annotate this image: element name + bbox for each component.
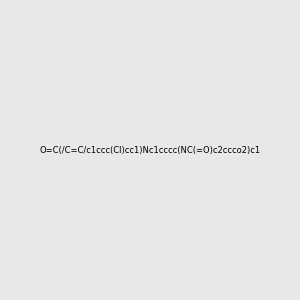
- Text: O=C(/C=C/c1ccc(Cl)cc1)Nc1cccc(NC(=O)c2ccco2)c1: O=C(/C=C/c1ccc(Cl)cc1)Nc1cccc(NC(=O)c2cc…: [39, 146, 261, 154]
